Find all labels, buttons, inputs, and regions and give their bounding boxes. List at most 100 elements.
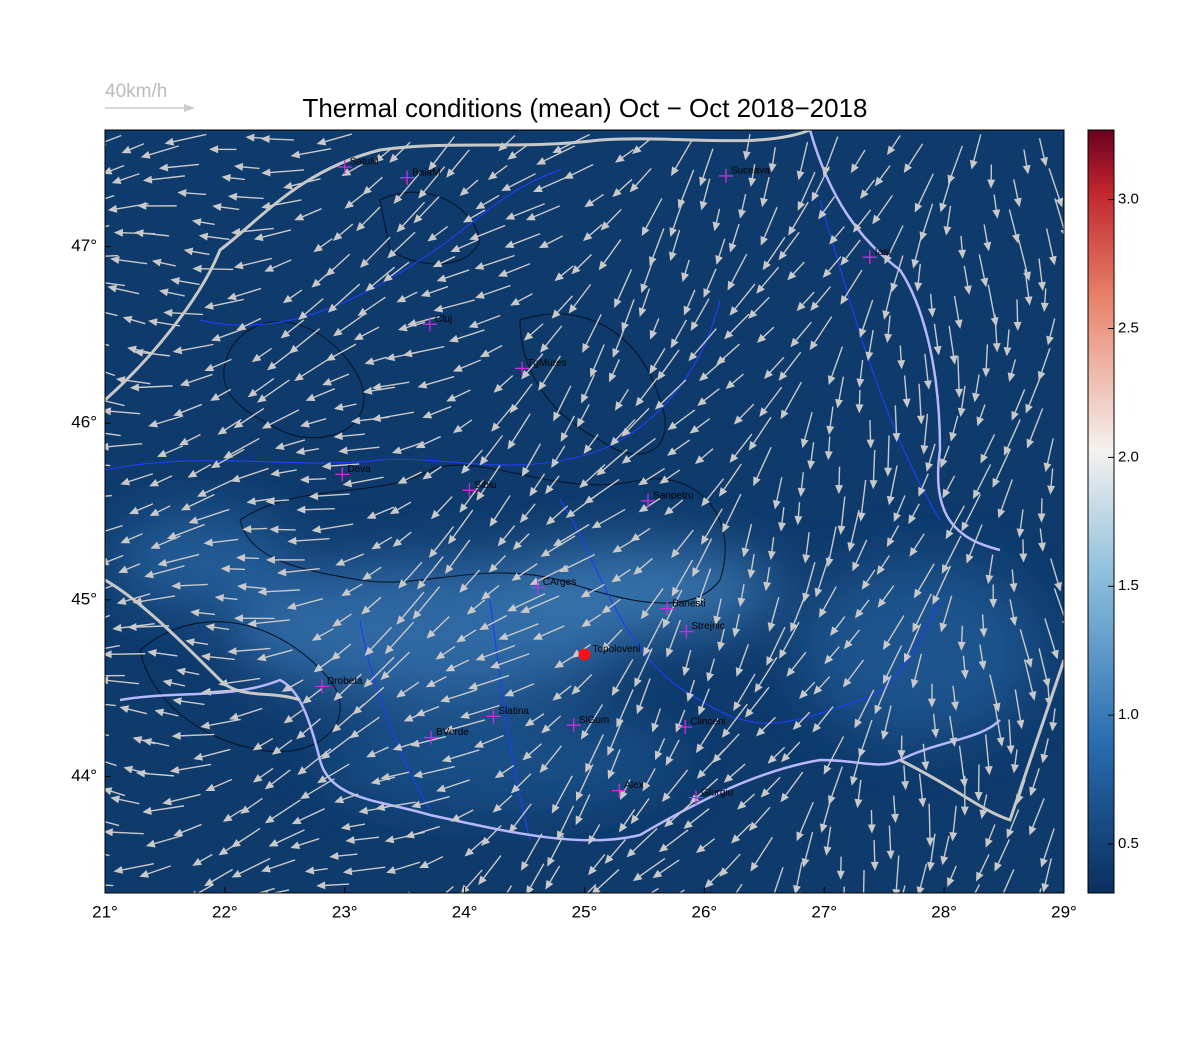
wind-arrow-head: [389, 506, 400, 515]
wind-arrow-head: [228, 712, 239, 721]
wind-arrow: [643, 588, 664, 616]
wind-arrow-head: [1029, 786, 1037, 797]
wind-arrow-head: [641, 226, 650, 237]
wind-arrow: [803, 831, 814, 864]
wind-arrow-head: [683, 820, 693, 829]
wind-arrow-head: [183, 247, 194, 256]
wind-arrow-head: [426, 629, 436, 639]
wind-arrow-head: [371, 541, 382, 550]
wind-arrow: [502, 623, 539, 639]
wind-arrow: [826, 826, 832, 851]
wind-arrow-head: [723, 773, 734, 783]
wind-arrow-head: [1006, 828, 1014, 839]
wind-arrow: [261, 649, 293, 660]
wind-arrow-head: [497, 536, 507, 547]
wind-arrow-head: [748, 177, 757, 188]
wind-arrow-head: [380, 670, 390, 681]
wind-arrow-head: [925, 462, 934, 472]
wind-arrow-head: [957, 407, 966, 418]
wind-arrow-head: [1054, 581, 1062, 592]
wind-arrow-head: [466, 605, 477, 615]
wind-arrow-head: [268, 839, 279, 847]
wind-arrow-head: [689, 425, 700, 434]
wind-arrow-head: [884, 333, 893, 344]
wind-arrow-head: [299, 475, 310, 484]
wind-arrow-head: [148, 899, 158, 906]
wind-arrow-head: [413, 214, 423, 224]
wind-arrow-head: [90, 529, 100, 537]
wind-arrow-head: [1037, 513, 1046, 523]
wind-arrow-head: [198, 232, 209, 241]
wind-arrow-head: [162, 797, 172, 806]
wind-arrow: [797, 801, 814, 837]
wind-arrow-head: [340, 822, 351, 831]
wind-arrow-head: [867, 824, 876, 834]
city-label: Drobeta: [327, 676, 363, 687]
wind-arrow-head: [489, 912, 497, 922]
wind-arrow-head: [418, 189, 428, 199]
wind-arrow-head: [813, 685, 823, 695]
wind-arrow-head: [410, 739, 420, 748]
wind-arrow-head: [748, 309, 758, 319]
wind-arrow-head: [737, 597, 746, 608]
wind-arrow-head: [571, 265, 581, 275]
wind-arrow: [169, 133, 207, 144]
wind-arrow: [1048, 168, 1062, 203]
wind-arrow-head: [884, 254, 892, 265]
wind-arrow-head: [190, 608, 200, 617]
wind-arrow-head: [638, 307, 647, 318]
wind-arrow-head: [976, 416, 985, 427]
wind-arrow: [842, 239, 861, 263]
wind-arrow: [232, 647, 271, 653]
wind-arrow-head: [313, 663, 324, 673]
wind-arrow-head: [357, 307, 368, 317]
wind-arrow-head: [857, 512, 866, 522]
wind-arrow: [331, 283, 361, 310]
wind-arrow-head: [591, 520, 602, 529]
wind-arrow: [649, 887, 659, 893]
y-tick-label: 47°: [71, 236, 97, 255]
wind-arrow-head: [220, 564, 230, 573]
wind-arrow: [730, 223, 740, 249]
wind-arrow-head: [436, 784, 446, 793]
wind-arrow-head: [823, 846, 832, 856]
wind-arrow-head: [940, 458, 948, 469]
wind-arrow-head: [459, 503, 468, 513]
wind-arrow: [735, 673, 756, 708]
wind-arrow: [554, 385, 572, 418]
wind-arrow-head: [772, 499, 781, 510]
wind-arrow-head: [553, 411, 561, 422]
wind-arrow: [984, 734, 990, 771]
wind-arrow-head: [172, 346, 183, 355]
wind-arrow: [577, 764, 594, 797]
wind-arrow-head: [649, 329, 658, 340]
city-label: TgMures: [527, 358, 566, 369]
wind-arrow: [385, 771, 410, 779]
wind-arrow: [883, 705, 892, 736]
wind-arrow: [913, 653, 923, 684]
city-label: Iasi: [875, 247, 891, 258]
wind-arrow: [121, 593, 151, 603]
wind-arrow-head: [261, 201, 271, 210]
wind-arrow-head: [311, 525, 322, 534]
wind-arrow: [662, 829, 689, 850]
wind-arrow-head: [281, 684, 292, 692]
wind-arrow-head: [852, 931, 860, 940]
wind-arrow-head: [973, 489, 981, 500]
wind-arrow-head: [1047, 485, 1056, 495]
wind-arrow: [722, 853, 741, 874]
wind-arrow: [672, 139, 693, 173]
wind-arrow-head: [632, 145, 642, 155]
wind-arrow-head: [105, 676, 109, 685]
wind-arrow-head: [630, 814, 640, 825]
wind-arrow: [353, 716, 380, 737]
wind-arrow: [974, 884, 981, 893]
wind-arrow-head: [363, 678, 373, 688]
wind-arrow-head: [609, 372, 617, 383]
wind-arrow: [884, 645, 903, 680]
wind-arrow: [703, 478, 725, 504]
wind-arrow-head: [601, 642, 611, 652]
wind-arrow: [889, 465, 898, 501]
wind-arrow: [483, 614, 508, 629]
wind-arrow-head: [699, 176, 707, 187]
